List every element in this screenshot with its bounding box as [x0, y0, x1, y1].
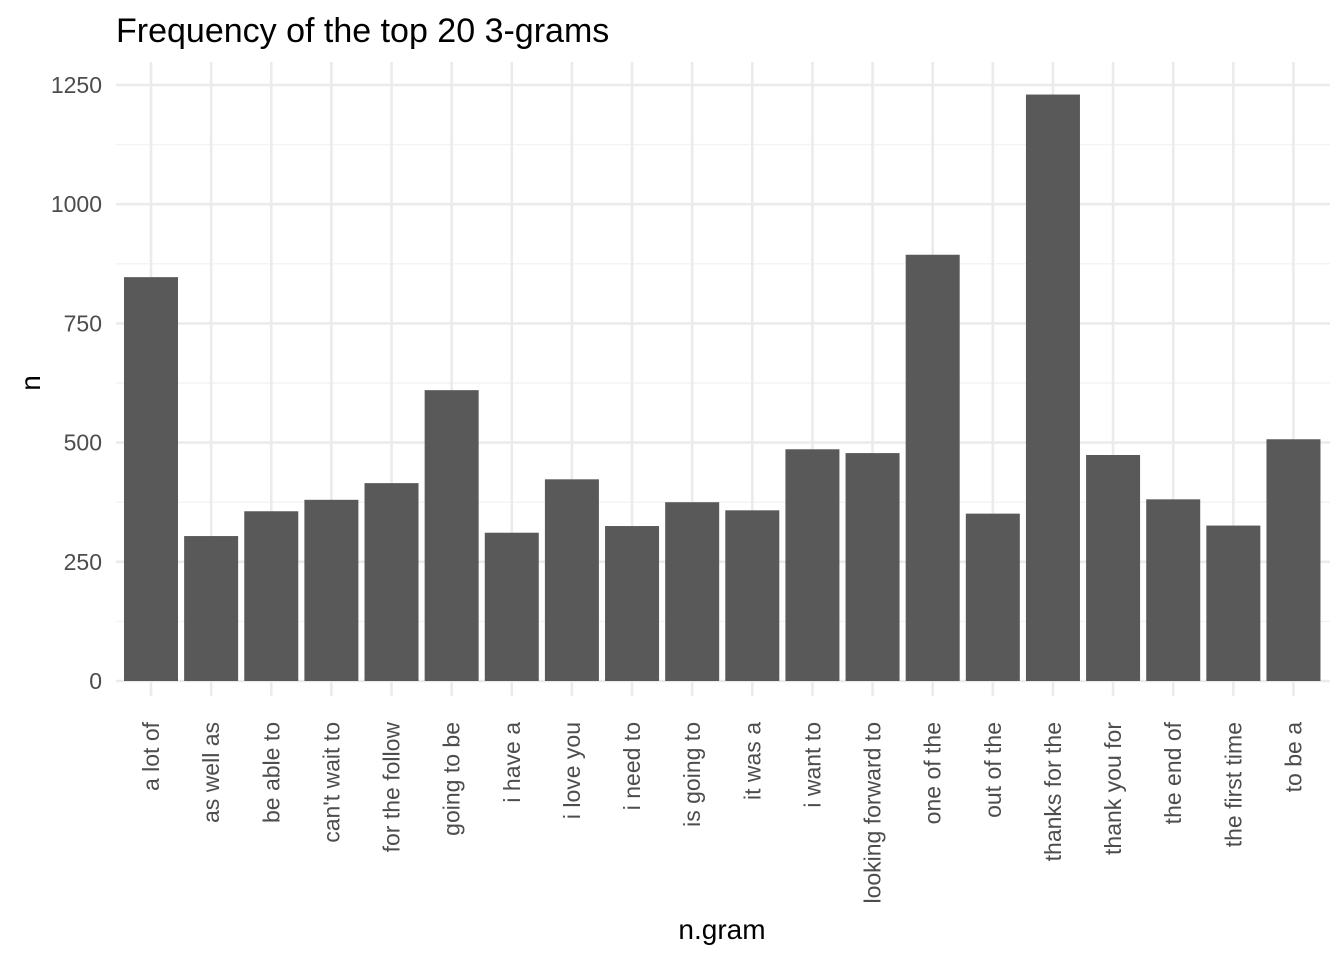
bar-is-going-to: [665, 502, 720, 681]
y-tick-label: 500: [64, 430, 102, 456]
bar-out-of-the: [965, 513, 1020, 681]
x-tick-label: thank you for: [1100, 722, 1126, 855]
x-tick-label: to be a: [1280, 722, 1306, 793]
y-tick-label: 0: [89, 668, 102, 694]
bar-as-well-as: [184, 536, 239, 681]
x-tick-label: i need to: [619, 722, 645, 810]
bar-i-love-you: [544, 479, 599, 681]
chart-title: Frequency of the top 20 3-grams: [116, 12, 609, 50]
y-axis-ticks: 0 250 500 750 1000 1250: [51, 72, 102, 694]
x-tick-label: out of the: [980, 722, 1006, 818]
x-tick-label: the first time: [1220, 722, 1246, 847]
x-tick-label: be able to: [258, 722, 284, 823]
x-tick-label: i want to: [799, 722, 825, 808]
y-tick-label: 1250: [51, 72, 102, 98]
y-tick-label: 250: [64, 549, 102, 575]
x-tick-label: thanks for the: [1040, 722, 1066, 861]
x-tick-label: looking forward to: [860, 722, 886, 904]
bar-thanks-for-the: [1025, 94, 1080, 681]
bars: [124, 94, 1321, 682]
bar-i-need-to: [605, 526, 660, 681]
x-tick-label: for the follow: [379, 722, 405, 853]
x-tick-label: can't wait to: [318, 722, 344, 843]
x-tick-label: one of the: [920, 722, 946, 824]
bar-be-able-to: [244, 511, 299, 681]
bar-the-end-of: [1146, 499, 1201, 681]
bar-can-t-wait-to: [304, 499, 359, 681]
bar-for-the-follow: [364, 483, 419, 681]
bar-the-first-time: [1206, 525, 1261, 681]
bar-looking-forward-to: [845, 453, 900, 681]
bar-i-have-a: [484, 532, 539, 681]
x-tick-label: it was a: [739, 722, 765, 800]
x-tick-label: i have a: [499, 722, 525, 803]
y-axis-title: n: [15, 375, 46, 391]
x-axis-title: n.gram: [678, 914, 765, 945]
bar-going-to-be: [424, 390, 479, 681]
bar-i-want-to: [785, 449, 840, 681]
x-tick-label: the end of: [1160, 721, 1186, 824]
bar-it-was-a: [725, 510, 780, 681]
x-axis-ticks: a lot of as well as be able to can't wait t…: [138, 721, 1306, 903]
bar-to-be-a: [1266, 439, 1321, 681]
x-tick-label: a lot of: [138, 721, 164, 791]
x-tick-label: is going to: [679, 722, 705, 827]
x-tick-label: going to be: [439, 722, 465, 836]
bar-thank-you-for: [1086, 454, 1141, 681]
x-tick-label: as well as: [198, 722, 224, 823]
bar-one-of-the: [905, 254, 960, 682]
bar-a-lot-of: [124, 277, 178, 681]
x-tick-label: i love you: [559, 722, 585, 819]
y-tick-label: 750: [64, 310, 102, 336]
y-tick-label: 1000: [51, 191, 102, 217]
